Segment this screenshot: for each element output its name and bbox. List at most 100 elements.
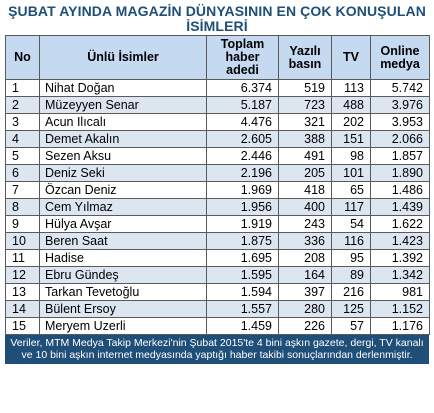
cell-total: 5.187: [206, 96, 279, 114]
cell-online: 1.439: [370, 198, 430, 216]
cell-name: Ebru Gündeş: [39, 266, 207, 284]
cell-name: Özcan Deniz: [39, 181, 207, 199]
cell-name: Hadise: [39, 249, 207, 267]
cell-tv: 89: [331, 266, 371, 284]
table-row: 4 Demet Akalın 2.605 388 151 2.066: [5, 130, 430, 148]
cell-no: 5: [5, 147, 40, 165]
cell-press: 164: [278, 266, 332, 284]
cell-tv: 117: [331, 198, 371, 216]
header-press: Yazılı basın: [278, 35, 332, 80]
cell-no: 3: [5, 113, 40, 131]
header-name: Ünlü İsimler: [39, 35, 207, 80]
cell-name: Bülent Ersoy: [39, 300, 207, 318]
header-total: Toplam haber adedi: [206, 35, 279, 80]
cell-press: 400: [278, 198, 332, 216]
cell-total: 4.476: [206, 113, 279, 131]
cell-tv: 65: [331, 181, 371, 199]
cell-tv: 488: [331, 96, 371, 114]
cell-total: 1.594: [206, 283, 279, 301]
cell-tv: 57: [331, 317, 371, 335]
table-row: 6 Deniz Seki 2.196 205 101 1.890: [5, 164, 430, 182]
cell-online: 1.890: [370, 164, 430, 182]
cell-online: 981: [370, 283, 430, 301]
cell-online: 3.976: [370, 96, 430, 114]
header-row: No Ünlü İsimler Toplam haber adedi Yazıl…: [5, 35, 430, 80]
cell-press: 418: [278, 181, 332, 199]
cell-total: 2.605: [206, 130, 279, 148]
cell-total: 2.446: [206, 147, 279, 165]
cell-press: 321: [278, 113, 332, 131]
cell-press: 519: [278, 79, 332, 97]
cell-tv: 113: [331, 79, 371, 97]
cell-tv: 151: [331, 130, 371, 148]
table-row: 11 Hadise 1.695 208 95 1.392: [5, 249, 430, 267]
cell-press: 723: [278, 96, 332, 114]
cell-total: 1.557: [206, 300, 279, 318]
cell-press: 388: [278, 130, 332, 148]
cell-no: 15: [5, 317, 40, 335]
cell-name: Müzeyyen Senar: [39, 96, 207, 114]
table-row: 14 Bülent Ersoy 1.557 280 125 1.152: [5, 300, 430, 318]
table-row: 13 Tarkan Tevetoğlu 1.594 397 216 981: [5, 283, 430, 301]
cell-online: 1.423: [370, 232, 430, 250]
cell-no: 2: [5, 96, 40, 114]
cell-tv: 98: [331, 147, 371, 165]
cell-no: 4: [5, 130, 40, 148]
header-no: No: [5, 35, 40, 80]
cell-name: Deniz Seki: [39, 164, 207, 182]
cell-online: 1.342: [370, 266, 430, 284]
table-row: 8 Cem Yılmaz 1.956 400 117 1.439: [5, 198, 430, 216]
cell-name: Cem Yılmaz: [39, 198, 207, 216]
cell-online: 3.953: [370, 113, 430, 131]
cell-online: 1.392: [370, 249, 430, 267]
table-row: 9 Hülya Avşar 1.919 243 54 1.622: [5, 215, 430, 233]
cell-press: 226: [278, 317, 332, 335]
cell-name: Demet Akalın: [39, 130, 207, 148]
cell-press: 205: [278, 164, 332, 182]
cell-name: Hülya Avşar: [39, 215, 207, 233]
cell-total: 1.595: [206, 266, 279, 284]
cell-total: 1.969: [206, 181, 279, 199]
cell-total: 6.374: [206, 79, 279, 97]
cell-tv: 116: [331, 232, 371, 250]
cell-online: 2.066: [370, 130, 430, 148]
cell-no: 1: [5, 79, 40, 97]
table-row: 5 Sezen Aksu 2.446 491 98 1.857: [5, 147, 430, 165]
cell-tv: 125: [331, 300, 371, 318]
cell-no: 11: [5, 249, 40, 267]
cell-no: 7: [5, 181, 40, 199]
table-body: 1 Nihat Doğan 6.374 519 113 5.742 2 Müzeyyen Se…: [5, 79, 430, 335]
table-row: 7 Özcan Deniz 1.969 418 65 1.486: [5, 181, 430, 199]
cell-no: 6: [5, 164, 40, 182]
cell-press: 491: [278, 147, 332, 165]
cell-press: 243: [278, 215, 332, 233]
cell-online: 1.622: [370, 215, 430, 233]
infographic-table: ŞUBAT AYINDA MAGAZİN DÜNYASININ EN ÇOK K…: [5, 3, 430, 364]
cell-tv: 54: [331, 215, 371, 233]
page-title: ŞUBAT AYINDA MAGAZİN DÜNYASININ EN ÇOK K…: [8, 3, 426, 34]
cell-name: Sezen Aksu: [39, 147, 207, 165]
cell-no: 8: [5, 198, 40, 216]
cell-no: 14: [5, 300, 40, 318]
header-online: Online medya: [370, 35, 430, 80]
cell-name: Nihat Doğan: [39, 79, 207, 97]
cell-tv: 216: [331, 283, 371, 301]
cell-online: 1.857: [370, 147, 430, 165]
cell-total: 1.459: [206, 317, 279, 335]
cell-press: 280: [278, 300, 332, 318]
cell-name: Meryem Uzerli: [39, 317, 207, 335]
cell-no: 10: [5, 232, 40, 250]
cell-total: 1.875: [206, 232, 279, 250]
cell-no: 13: [5, 283, 40, 301]
cell-tv: 101: [331, 164, 371, 182]
table-row: 2 Müzeyyen Senar 5.187 723 488 3.976: [5, 96, 430, 114]
cell-online: 1.152: [370, 300, 430, 318]
cell-no: 12: [5, 266, 40, 284]
table-row: 10 Beren Saat 1.875 336 116 1.423: [5, 232, 430, 250]
cell-name: Beren Saat: [39, 232, 207, 250]
cell-online: 1.486: [370, 181, 430, 199]
cell-total: 2.196: [206, 164, 279, 182]
table-row: 15 Meryem Uzerli 1.459 226 57 1.176: [5, 317, 430, 335]
cell-total: 1.956: [206, 198, 279, 216]
table-header: No Ünlü İsimler Toplam haber adedi Yazıl…: [5, 35, 430, 80]
